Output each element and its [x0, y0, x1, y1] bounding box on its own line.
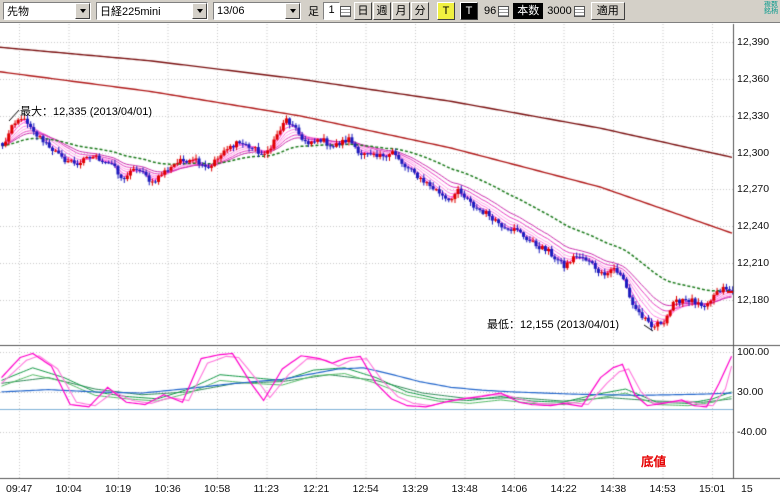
tick-button-black[interactable]: T	[460, 2, 478, 20]
spinner-icon[interactable]	[340, 6, 351, 17]
symbol-select-value: 日経225mini	[97, 3, 192, 19]
bars-label-chip: 本数	[513, 3, 543, 19]
contract-month-select[interactable]: 13/06	[213, 2, 301, 20]
minute-button[interactable]: 分	[411, 2, 429, 20]
contract-month-value: 13/06	[214, 5, 285, 17]
tick-count-value: 96	[484, 5, 496, 17]
market-select[interactable]: 先物	[3, 2, 91, 20]
apply-button[interactable]: 適用	[591, 2, 625, 20]
trading-chart-window: 最大：12,335 (2013/04/01) 最低：12,155 (2013/0…	[0, 0, 780, 500]
daily-button[interactable]: 日	[354, 2, 372, 20]
grid-icon[interactable]	[574, 6, 585, 17]
dropdown-arrow-icon[interactable]	[75, 3, 90, 19]
market-select-value: 先物	[4, 3, 75, 19]
bars-count-value: 3000	[547, 5, 571, 17]
timeframe-label: 足	[308, 3, 319, 19]
multi-symbol-note: 複数銘柄	[764, 1, 779, 22]
symbol-select[interactable]: 日経225mini	[96, 2, 208, 20]
tick-button-yellow[interactable]: T	[437, 2, 455, 20]
dropdown-arrow-icon[interactable]	[192, 3, 207, 19]
weekly-button[interactable]: 週	[373, 2, 391, 20]
monthly-button[interactable]: 月	[392, 2, 410, 20]
price-chart-canvas[interactable]	[0, 0, 780, 500]
dropdown-arrow-icon[interactable]	[285, 3, 300, 19]
toolbar: 先物 日経225mini 13/06 足 1 日 週 月 分 T T 96 本数…	[0, 0, 780, 23]
period-value-box[interactable]: 1	[323, 2, 340, 20]
grid-icon[interactable]	[498, 6, 509, 17]
